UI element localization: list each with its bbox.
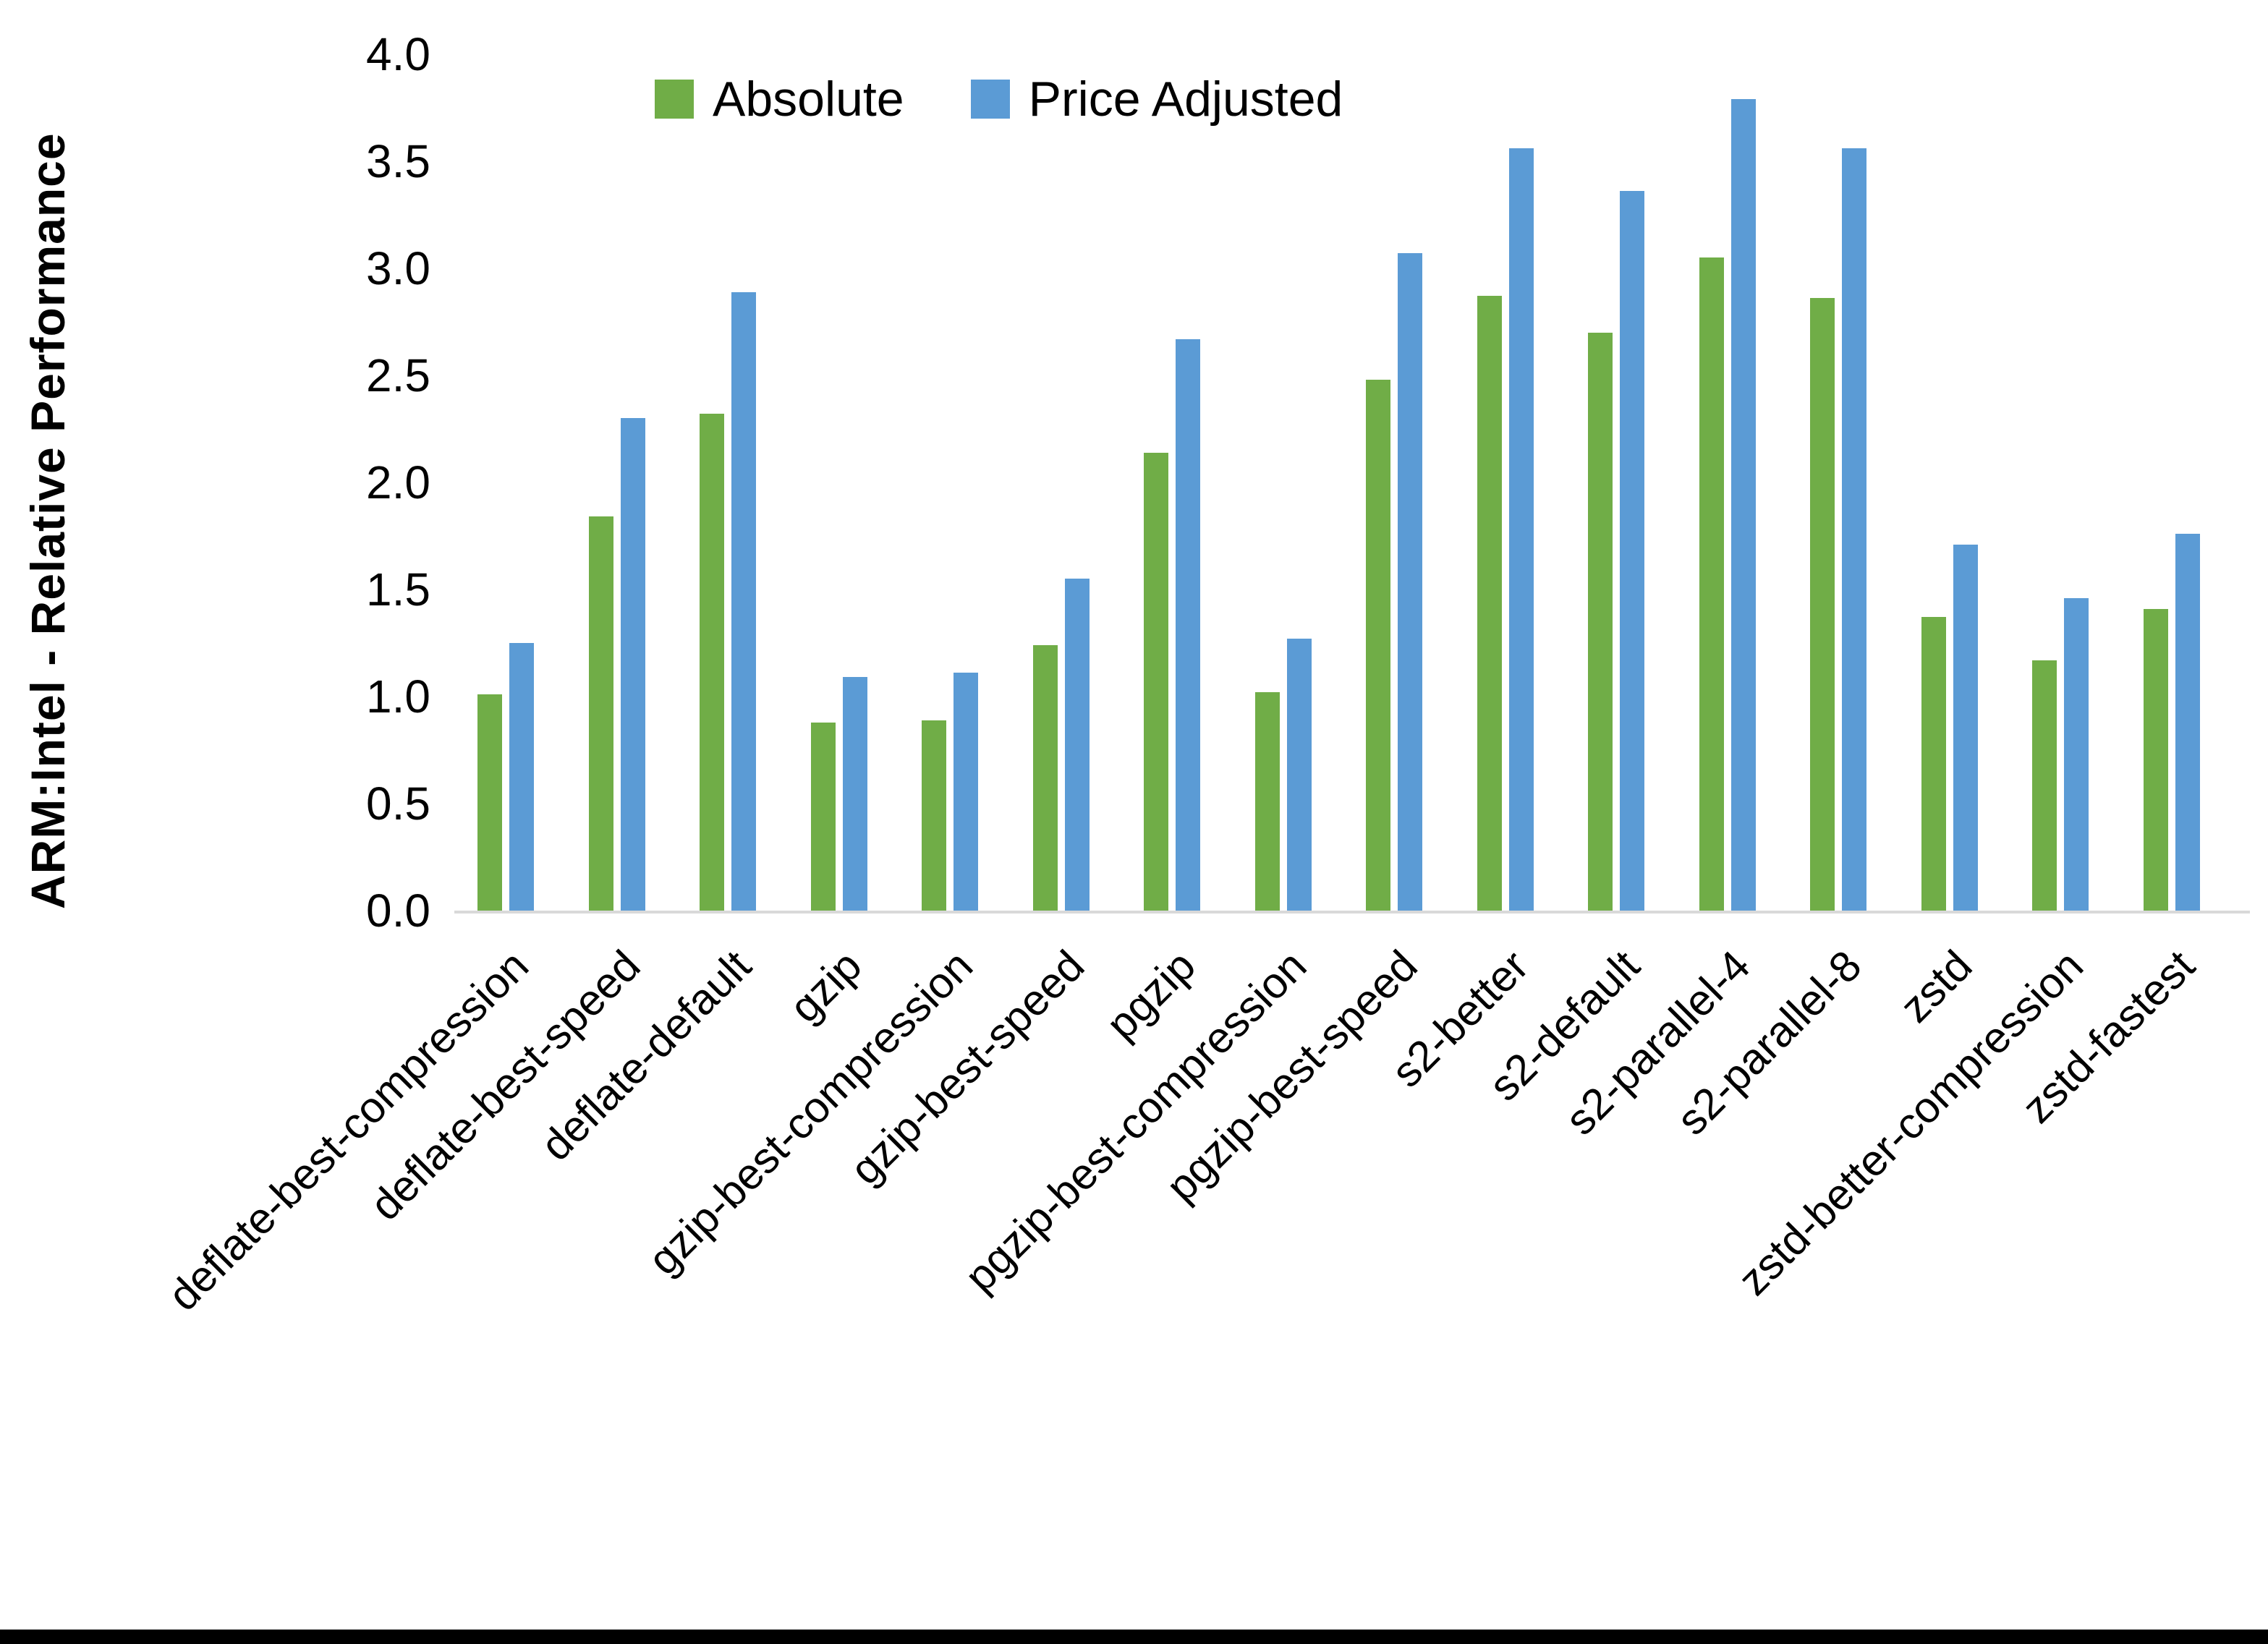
bar-price-adjusted-s2-parallel-4 — [1730, 99, 1756, 911]
bar-absolute-s2-parallel-4 — [1699, 257, 1724, 911]
bar-absolute-pgzip-best-speed — [1366, 379, 1390, 911]
bar-price-adjusted-s2-default — [1620, 191, 1644, 911]
y-tick-label: 3.0 — [366, 242, 430, 294]
bar-price-adjusted-gzip-best-compression — [954, 673, 978, 911]
legend-swatch-price-adjusted — [970, 80, 1010, 119]
x-category-label-zstd: zstd — [1890, 941, 1982, 1032]
bar-price-adjusted-zstd-better-compression — [2064, 597, 2089, 911]
legend-label-absolute: Absolute — [713, 72, 904, 127]
x-category-label-pgzip: pgzip — [1096, 941, 1205, 1049]
bottom-border-bar — [0, 1630, 2268, 1644]
bar-absolute-gzip — [810, 722, 836, 911]
bar-absolute-zstd-better-compression — [2032, 660, 2057, 911]
bar-absolute-zstd-fastest — [2143, 608, 2168, 911]
bar-price-adjusted-s2-parallel-8 — [1842, 148, 1866, 911]
bar-absolute-gzip-best-speed — [1032, 644, 1058, 911]
bar-price-adjusted-pgzip-best-speed — [1398, 253, 1422, 911]
bar-price-adjusted-s2-better — [1508, 148, 1534, 911]
y-tick-label: 0.0 — [366, 885, 430, 937]
bar-price-adjusted-deflate-best-compression — [509, 643, 534, 911]
y-tick-label: 2.5 — [366, 349, 430, 401]
plot-area — [463, 54, 2250, 911]
bar-price-adjusted-gzip — [842, 677, 867, 911]
bar-price-adjusted-deflate-best-speed — [620, 418, 645, 911]
bar-absolute-gzip-best-compression — [922, 720, 946, 911]
x-axis-line — [454, 911, 2250, 913]
bar-absolute-s2-better — [1477, 296, 1502, 911]
y-tick-label: 1.0 — [366, 670, 430, 723]
bar-absolute-zstd — [1921, 617, 1946, 911]
y-tick-label: 3.5 — [366, 135, 430, 187]
bar-absolute-s2-parallel-8 — [1810, 298, 1835, 911]
y-tick-label: 4.0 — [366, 28, 430, 80]
bar-price-adjusted-zstd-fastest — [2175, 534, 2200, 911]
bar-absolute-s2-default — [1588, 332, 1613, 911]
bar-price-adjusted-gzip-best-speed — [1064, 579, 1090, 911]
bar-price-adjusted-pgzip-best-compression — [1286, 639, 1312, 911]
chart-legend: Absolute Price Adjusted — [655, 67, 1343, 132]
y-axis-title: ARM:Intel - Relative Performance — [21, 132, 75, 909]
bar-price-adjusted-zstd — [1953, 544, 1978, 911]
bar-absolute-deflate-default — [700, 414, 724, 911]
x-category-label-gzip: gzip — [780, 941, 872, 1032]
bar-absolute-pgzip-best-compression — [1254, 692, 1280, 911]
bar-absolute-pgzip — [1144, 452, 1168, 911]
y-tick-label: 1.5 — [366, 563, 430, 616]
bar-absolute-deflate-best-compression — [477, 694, 502, 911]
legend-swatch-absolute — [655, 80, 694, 119]
bar-price-adjusted-pgzip — [1176, 338, 1200, 911]
bar-absolute-deflate-best-speed — [588, 516, 613, 911]
legend-label-price-adjusted: Price Adjusted — [1028, 72, 1343, 127]
y-tick-label: 0.5 — [366, 778, 430, 830]
y-tick-label: 2.0 — [366, 456, 430, 508]
bar-price-adjusted-deflate-default — [731, 291, 756, 911]
